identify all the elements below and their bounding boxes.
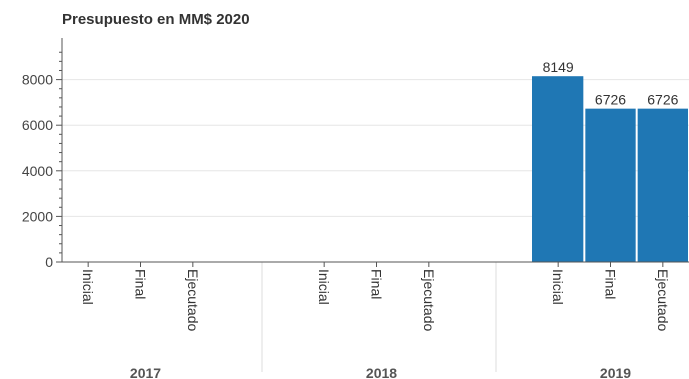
y-tick-label: 8000: [22, 72, 53, 88]
x-category-label: Final: [369, 269, 385, 299]
x-category-label: Ejecutado: [421, 269, 437, 331]
y-tick-label: 4000: [22, 163, 53, 179]
data-labels: 8149 6726 6726: [543, 59, 679, 107]
y-tick-label: 0: [45, 254, 53, 270]
x-group-label: 2018: [366, 365, 397, 379]
bar: [532, 76, 584, 263]
x-category-label: Inicial: [316, 269, 332, 305]
data-label: 6726: [595, 92, 626, 108]
data-label: 8149: [543, 59, 574, 75]
chart-title: Presupuesto en MM$ 2020: [62, 11, 250, 28]
x-category-label: Ejecutado: [655, 269, 671, 331]
x-category-label: Final: [603, 269, 619, 299]
y-axis: 0 2000 4000 6000 8000: [22, 38, 63, 270]
y-tick-label: 6000: [22, 117, 53, 133]
x-category-label: Inicial: [80, 269, 96, 305]
x-category-label: Final: [133, 269, 149, 299]
data-label: 6726: [647, 92, 678, 108]
bar: [637, 108, 688, 262]
x-category-label: Inicial: [550, 269, 566, 305]
y-tick-label: 2000: [22, 208, 53, 224]
x-group-label: 2019: [600, 365, 631, 379]
x-group-label: 2017: [130, 365, 161, 379]
x-axis: Inicial Final Ejecutado 2017 Inicial Final Eje…: [62, 261, 689, 379]
bar: [585, 108, 636, 262]
bars: [532, 76, 688, 263]
x-category-label: Ejecutado: [185, 269, 201, 331]
